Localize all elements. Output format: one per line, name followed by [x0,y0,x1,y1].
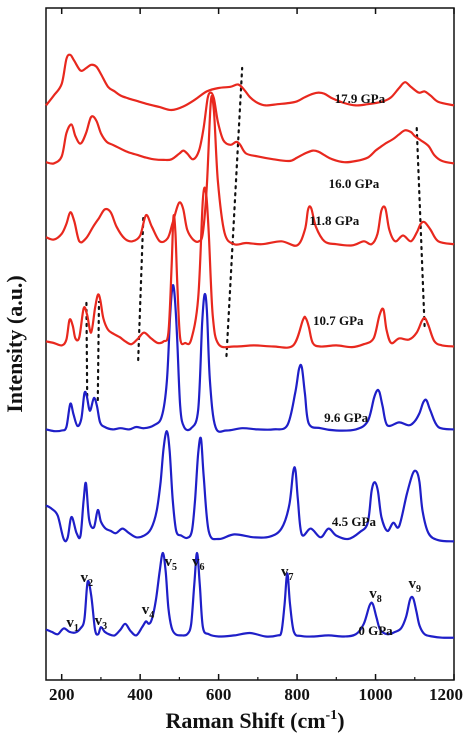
mode-label-sub: 3 [102,621,107,632]
series-label-4: 11.8 GPa [309,213,359,228]
series-label-6: 17.9 GPa [335,91,386,106]
x-axis-title-main: Raman Shift (cm [165,708,325,733]
mode-label-base: v [281,564,289,580]
mode-label-base: v [142,602,150,618]
mode-label-8: v9 [409,576,422,595]
mode-label-5: v6 [192,554,205,573]
guide-lines [85,66,426,402]
series-line-0 [45,551,455,639]
x-tick-label-0: 200 [49,685,75,704]
series-line-6 [45,53,455,112]
x-tick-label-5: 1200 [429,685,463,704]
series-line-1 [45,430,455,543]
series-label-2: 9.6 GPa [324,410,369,425]
mode-label-sub: 9 [416,584,421,595]
x-axis-ticks: 200 400 600 800 1000 1200 [49,8,463,704]
series-line-5 [45,91,455,165]
guide-line-4 [415,126,426,328]
mode-label-sub: 4 [149,610,154,621]
x-axis-title-sup: -1 [326,708,338,723]
x-tick-label-2: 600 [206,685,232,704]
guide-line-1 [96,300,101,402]
x-axis-title: Raman Shift (cm-1) [165,708,344,733]
mode-label-base: v [369,586,377,602]
x-tick-label-4: 1000 [359,685,393,704]
mode-label-sub: 1 [74,623,79,634]
mode-label-2: v3 [95,613,108,632]
mode-label-sub: 5 [172,562,177,573]
mode-label-6: v7 [281,564,294,583]
series-label-0: 0 GPa [358,623,393,638]
mode-label-3: v4 [142,602,155,621]
mode-label-sub: 6 [199,562,204,573]
mode-label-7: v8 [369,586,382,605]
mode-label-sub: 7 [289,572,294,583]
mode-label-0: v1 [66,615,79,634]
spectra-series [45,53,455,639]
mode-label-base: v [81,570,89,586]
mode-label-1: v2 [81,570,94,589]
mode-label-base: v [95,613,103,629]
mode-label-base: v [66,615,74,631]
series-label-5: 16.0 GPa [329,176,380,191]
mode-label-4: v5 [165,554,178,573]
mode-label-base: v [192,554,200,570]
series-labels: 0 GPa 4.5 GPa 9.6 GPa 10.7 GPa 11.8 GPa 16.0 … [309,91,393,638]
series-line-3 [45,186,455,349]
mode-label-base: v [409,576,417,592]
series-label-3: 10.7 GPa [313,313,364,328]
mode-label-sub: 8 [377,594,382,605]
guide-line-3 [225,66,244,358]
series-line-2 [45,284,455,433]
x-tick-label-1: 400 [127,685,153,704]
plot-frame [45,7,455,681]
mode-label-base: v [165,554,173,570]
guide-line-0 [85,300,89,398]
series-label-1: 4.5 GPa [332,514,377,529]
y-axis-title: Intensity (a.u.) [2,275,27,413]
x-axis-title-end: ) [337,708,344,733]
mode-label-sub: 2 [88,578,93,589]
x-tick-label-3: 800 [284,685,310,704]
series-line-4 [45,94,455,247]
